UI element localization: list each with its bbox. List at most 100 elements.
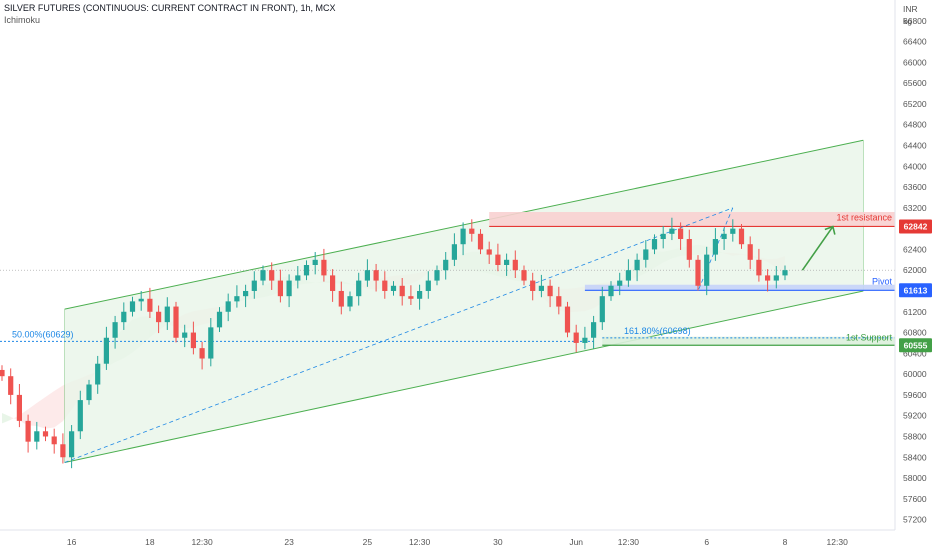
time-tick-label: 18 [145,537,155,547]
candle-body [408,296,414,299]
candle-body [182,332,188,338]
time-axis[interactable]: 16 18 12:30 23 25 12:30 30 Jun 12:30 6 8 12:30 [0,529,895,547]
candle-body [512,259,518,271]
candle-body [164,306,170,323]
price-tick-label: 63600 [903,182,927,192]
candle-body [573,332,579,343]
candle-body [295,275,301,281]
price-badges: 62842 61613 60555 [899,219,932,353]
candle-body [77,400,83,432]
candle-body [156,311,162,323]
candle-body [51,436,57,445]
support-zone [602,336,895,346]
level-labels: 1st resistance Pivot 1st Support 50.00%(606… [12,212,892,342]
candle-body [25,420,31,442]
candle-body [477,233,484,250]
candle-body [0,369,5,377]
support-badge-bg [899,338,932,353]
pivot-badge: 61613 [904,285,928,295]
candle-body [138,298,144,302]
candle-body [8,376,14,395]
candle-body [16,394,22,421]
fib-161-label: 161.80%(60698) [624,326,691,336]
fib-trend-line [64,207,733,463]
candle-body [243,290,249,297]
candle-body [469,228,475,234]
projection-arrow [801,225,836,271]
fib-50-label: 50.00%(60629) [12,329,74,339]
price-tick-label: 66400 [903,37,927,47]
time-tick-label: 12:30 [618,537,640,547]
candle-body [42,431,49,437]
candle-body [417,290,423,299]
candle-body [625,270,631,281]
price-tick-label: 62000 [903,265,927,275]
candle-body [190,332,196,349]
candle-body [373,270,379,281]
candle-body [434,270,440,281]
price-tick-label: 59600 [903,390,927,400]
candle-body [147,298,153,312]
support-label: 1st Support [846,332,893,342]
cloud-segment [45,390,55,429]
price-tick-label: 58000 [903,473,927,483]
cloud-segment [54,385,63,428]
resistance-badge: 62842 [904,221,928,231]
candle-body [669,228,675,234]
indicator-name: Ichimoku [4,15,41,25]
candle-body [121,311,127,323]
resistance-label: 1st resistance [836,212,892,222]
candle-body [277,280,283,297]
channel-upper-line [64,139,864,310]
candle-body [530,280,536,291]
candle-body [303,265,310,276]
candle-body [765,275,771,281]
candles [0,217,788,469]
price-tick-label: 57200 [903,515,927,525]
price-tick-label: 57600 [903,494,927,504]
candle-body [312,259,318,265]
candle-body [86,384,92,401]
time-tick-label: 12:30 [827,537,849,547]
candle-body [651,239,658,250]
candle-body [538,285,544,291]
candle-body [399,285,405,297]
price-tick-label: 60400 [903,348,927,358]
candle-body [95,363,101,385]
chart-title: SILVER FUTURES (CONTINUOUS: CURRENT CONT… [4,3,336,13]
candle-body [103,337,109,364]
price-tick-label: 66000 [903,57,927,67]
candle-body [556,296,562,307]
candle-body [451,244,457,260]
resistance-badge-bg [899,219,932,234]
candle-body [695,259,701,286]
candle-body [547,285,553,297]
candle-body [347,296,353,307]
candle-body [225,301,231,312]
candle-body [564,306,571,333]
price-tick-label: 58800 [903,431,927,441]
candle-body [251,280,257,291]
candle-body [608,285,614,297]
candle-body [704,254,710,286]
cloud-segment [28,403,37,427]
candle-body [173,306,179,338]
candle-body [208,327,214,359]
candle-body [286,280,292,297]
candle-body [660,233,666,240]
price-axis[interactable]: INR kg 57200 57600 58000 58400 58800 59200 596… [894,0,927,530]
price-tick-label: 63200 [903,203,927,213]
candle-body [504,259,510,265]
candle-body [364,270,370,281]
candle-body [330,275,336,291]
cloud-segment [36,396,46,429]
candle-body [773,275,779,281]
time-tick-label: 23 [284,537,294,547]
candle-body [216,311,223,328]
candle-body [34,431,40,442]
price-tick-label: 61200 [903,307,927,317]
candle-body [390,285,397,291]
arrow-head [824,225,836,235]
candle-body [730,228,736,234]
